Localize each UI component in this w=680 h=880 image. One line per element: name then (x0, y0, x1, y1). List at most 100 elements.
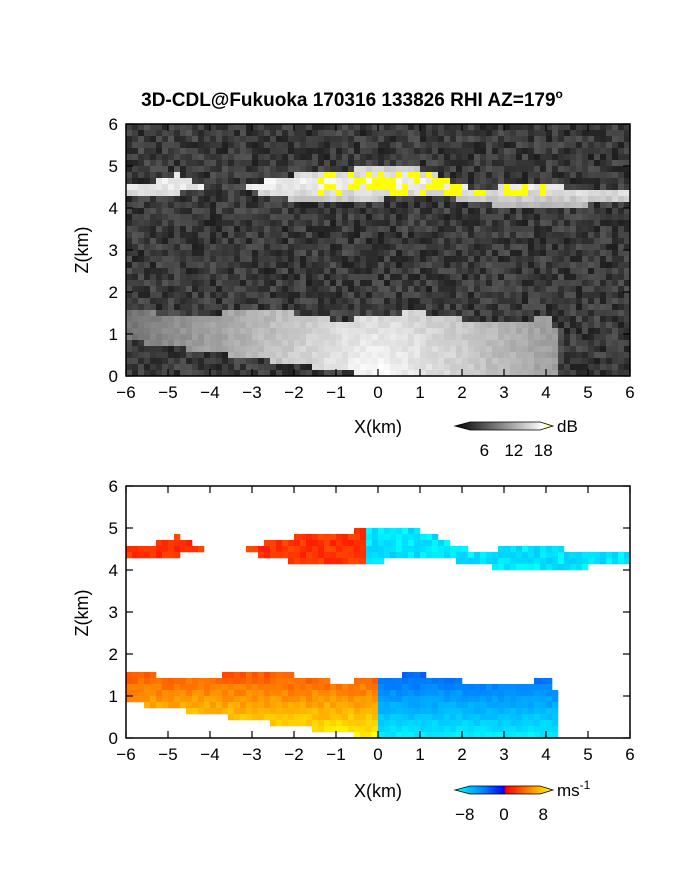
snr-heatmap-cell (414, 358, 421, 365)
snr-heatmap-cell (426, 238, 433, 245)
snr-heatmap-cell (492, 190, 499, 197)
snr-heatmap-cell (474, 334, 481, 341)
snr-heatmap-cell (468, 148, 475, 155)
snr-heatmap-cell (138, 124, 145, 131)
snr-heatmap-cell (348, 352, 355, 359)
velocity-x-tick-label: 5 (583, 745, 592, 764)
snr-heatmap-cell (216, 130, 223, 137)
snr-heatmap-cell (300, 328, 307, 335)
snr-heatmap-cell (270, 262, 277, 269)
snr-heatmap-cell (138, 304, 145, 311)
velocity-heatmap-cell (420, 726, 427, 733)
snr-heatmap-cell (594, 358, 601, 365)
velocity-heatmap-cell (354, 684, 361, 691)
snr-heatmap-cell (624, 262, 631, 269)
snr-heatmap-cell (366, 220, 373, 227)
velocity-heatmap-cell (498, 558, 505, 565)
velocity-heatmap-cell (408, 528, 415, 535)
snr-heatmap-cell (372, 130, 379, 137)
velocity-heatmap-cell (354, 534, 361, 541)
snr-heatmap-cell (492, 340, 499, 347)
snr-heatmap-cell (528, 346, 535, 353)
snr-heatmap-cell (348, 370, 355, 377)
snr-heatmap-cell (354, 136, 361, 143)
snr-heatmap-cell (156, 208, 163, 215)
snr-heatmap-cell (612, 130, 619, 137)
snr-heatmap-cell (462, 250, 469, 257)
snr-heatmap-cell (432, 256, 439, 263)
snr-heatmap-cell (564, 196, 571, 203)
velocity-heatmap-cell (528, 720, 535, 727)
snr-heatmap-cell (594, 268, 601, 275)
velocity-heatmap-cell (456, 696, 463, 703)
velocity-heatmap-cell (402, 540, 409, 547)
snr-heatmap-cell (546, 292, 553, 299)
snr-heatmap-cell (324, 310, 331, 317)
velocity-heatmap-cell (234, 672, 241, 679)
velocity-heatmap-cell (240, 684, 247, 691)
snr-heatmap-cell (570, 208, 577, 215)
snr-heatmap-cell (594, 304, 601, 311)
snr-heatmap-cell (150, 238, 157, 245)
snr-heatmap-cell (606, 244, 613, 251)
velocity-heatmap-cell (234, 678, 241, 685)
snr-heatmap-cell (198, 352, 205, 359)
snr-heatmap-cell (306, 316, 313, 323)
snr-heatmap-cell (174, 322, 181, 329)
snr-heatmap-cell (600, 244, 607, 251)
snr-heatmap-cell (366, 160, 373, 167)
snr-heatmap-cell (186, 184, 193, 191)
snr-heatmap-cell (372, 286, 379, 293)
velocity-heatmap-cell (504, 708, 511, 715)
velocity-colorbar-ticks: −8 0 8 (455, 805, 548, 824)
snr-heatmap-cell (156, 124, 163, 131)
snr-heatmap-cell (504, 226, 511, 233)
snr-heatmap-cell (240, 346, 247, 353)
snr-heatmap-cell (126, 178, 133, 185)
snr-heatmap-cell (582, 280, 589, 287)
snr-heatmap-cell (126, 256, 133, 263)
snr-heatmap-cell (252, 340, 259, 347)
snr-heatmap-cell (348, 328, 355, 335)
snr-heatmap-cell (126, 238, 133, 245)
snr-heatmap-cell (552, 220, 559, 227)
snr-heatmap-cell (210, 202, 217, 209)
snr-heatmap-cell (468, 310, 475, 317)
snr-heatmap-cell (276, 298, 283, 305)
snr-heatmap-cell (522, 160, 529, 167)
snr-colorbar-tick-label: 12 (504, 441, 523, 460)
velocity-heatmap-cell (396, 696, 403, 703)
snr-heatmap-cell (186, 274, 193, 281)
snr-heatmap-cell (540, 184, 547, 191)
snr-heatmap-cell (336, 220, 343, 227)
snr-heatmap-cell (276, 334, 283, 341)
snr-heatmap-cell (522, 208, 529, 215)
snr-heatmap-cell (306, 220, 313, 227)
snr-heatmap-cell (174, 136, 181, 143)
snr-heatmap-cell (306, 370, 313, 377)
snr-heatmap-cell (372, 364, 379, 371)
snr-heatmap-cell (372, 310, 379, 317)
snr-heatmap-cell (546, 298, 553, 305)
snr-heatmap-cell (306, 244, 313, 251)
snr-heatmap-cell (432, 340, 439, 347)
snr-heatmap-cell (174, 238, 181, 245)
snr-heatmap-cell (612, 196, 619, 203)
snr-heatmap-cell (372, 292, 379, 299)
snr-heatmap-cell (276, 142, 283, 149)
snr-heatmap-cell (498, 214, 505, 221)
snr-heatmap-cell (414, 238, 421, 245)
snr-heatmap-cell (570, 370, 577, 377)
snr-heatmap-cell (174, 202, 181, 209)
snr-heatmap-cell (282, 124, 289, 131)
snr-heatmap-cell (498, 208, 505, 215)
snr-heatmap-cell (468, 340, 475, 347)
snr-heatmap-cell (132, 208, 139, 215)
snr-heatmap-cell (606, 310, 613, 317)
snr-heatmap-cell (282, 328, 289, 335)
snr-heatmap-cell (252, 232, 259, 239)
snr-heatmap-cell (468, 268, 475, 275)
snr-heatmap-cell (522, 148, 529, 155)
snr-heatmap-cell (618, 340, 625, 347)
